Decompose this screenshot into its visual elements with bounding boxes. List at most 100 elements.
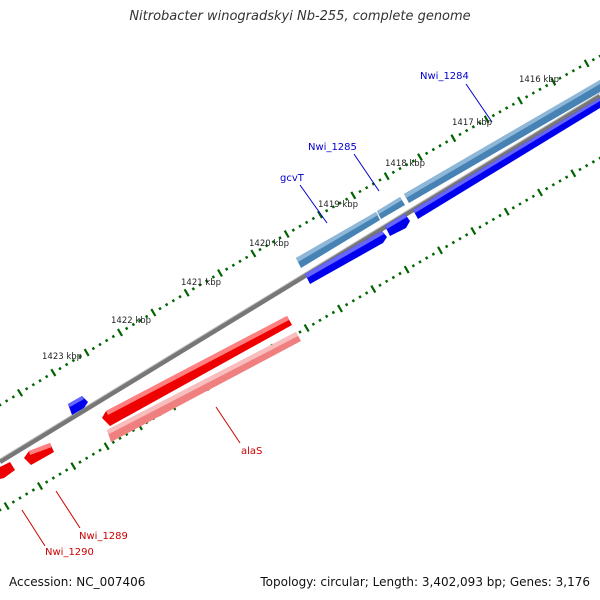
minor-tick <box>538 87 542 92</box>
minor-tick <box>464 233 469 237</box>
minor-tick <box>4 399 9 403</box>
minor-tick <box>31 382 36 387</box>
minor-tick <box>584 163 589 168</box>
minor-tick <box>91 452 96 456</box>
genome-backbone-highlight <box>0 92 600 460</box>
minor-tick <box>58 366 62 371</box>
tick-label: 1416 kbp <box>519 75 559 85</box>
minor-tick <box>411 264 416 268</box>
minor-tick <box>258 247 262 252</box>
major-tick <box>283 230 290 239</box>
minor-tick <box>524 198 529 202</box>
minor-tick <box>384 279 389 284</box>
accession-label: Accession: NC_007406 <box>9 575 146 589</box>
major-tick <box>370 285 377 294</box>
minor-tick <box>131 322 136 327</box>
major-tick <box>103 442 110 451</box>
gene-label-nwi1290[interactable]: Nwi_1290 <box>45 547 94 558</box>
gene-arrow-alaS[interactable] <box>102 316 292 426</box>
minor-tick <box>331 205 336 209</box>
major-tick <box>337 304 343 313</box>
kbp-labels: 1416 kbp 1417 kbp 1418 kbp 1419 kbp 1420… <box>42 75 559 362</box>
minor-tick <box>438 144 442 148</box>
label-leaders <box>21 83 493 547</box>
major-tick <box>250 249 257 258</box>
minor-tick <box>71 358 76 363</box>
map-title: Nitrobacter winogradskyi Nb-255, complet… <box>129 9 471 24</box>
minor-tick <box>478 225 482 229</box>
minor-tick <box>578 167 582 172</box>
minor-tick <box>531 194 536 199</box>
minor-tick <box>244 255 249 260</box>
minor-tick <box>324 314 329 319</box>
minor-tick <box>331 310 336 315</box>
minor-tick <box>164 302 169 307</box>
major-tick <box>450 134 457 143</box>
minor-tick <box>471 125 476 129</box>
gene-label-gcvT[interactable]: gcvT <box>280 173 305 184</box>
minor-tick <box>504 106 509 110</box>
leader-nwi1285 <box>353 153 380 192</box>
gene-label-nwi1285[interactable]: Nwi_1285 <box>308 142 357 153</box>
minor-tick <box>78 460 82 464</box>
minor-tick <box>458 236 462 241</box>
minor-tick <box>564 72 569 77</box>
minor-tick <box>491 113 496 118</box>
gene-arrow-nwi1290[interactable] <box>0 462 15 479</box>
minor-tick <box>118 436 122 441</box>
tick-label: 1423 kbp <box>42 352 82 362</box>
minor-tick <box>478 121 482 125</box>
major-tick <box>217 269 223 278</box>
leader-gcvT <box>299 184 328 224</box>
major-tick <box>350 191 357 200</box>
minor-tick <box>64 468 69 472</box>
major-tick <box>517 96 523 105</box>
gene-label-nwi1289[interactable]: Nwi_1289 <box>79 531 128 542</box>
genome-summary-label: Topology: circular; Length: 3,402,093 bp… <box>260 575 590 589</box>
minor-tick <box>44 480 49 484</box>
minor-tick <box>524 95 529 99</box>
gene-label-alaS[interactable]: alaS <box>241 446 262 457</box>
major-tick <box>303 324 310 333</box>
minor-tick <box>391 170 396 175</box>
minor-tick <box>11 395 16 399</box>
minor-tick <box>44 374 49 379</box>
minor-tick <box>551 183 556 187</box>
major-tick <box>83 348 90 357</box>
minor-tick <box>531 91 536 95</box>
major-tick <box>3 502 10 510</box>
minor-tick <box>98 342 102 347</box>
minor-tick <box>364 291 369 295</box>
tick-label: 1419 kbp <box>318 200 358 210</box>
tick-label: 1417 kbp <box>452 118 492 128</box>
major-tick <box>537 188 543 197</box>
minor-tick <box>291 228 296 232</box>
minor-tick <box>304 220 309 225</box>
major-tick <box>116 328 124 337</box>
minor-tick <box>311 216 316 221</box>
minor-tick <box>224 267 229 271</box>
minor-tick <box>558 76 562 80</box>
minor-tick <box>424 151 429 156</box>
minor-tick <box>424 256 429 260</box>
gene-arrow-nwi1285[interactable] <box>385 214 410 236</box>
forward-gene-track <box>68 98 600 415</box>
gene-label-nwi1284[interactable]: Nwi_1284 <box>420 71 469 82</box>
minor-tick <box>464 128 469 133</box>
minor-tick <box>324 209 329 213</box>
minor-tick <box>31 488 36 492</box>
minor-tick <box>371 182 376 186</box>
gene-arrow-gcvT[interactable] <box>305 231 387 284</box>
gene-bar-nwi1285-light[interactable] <box>377 197 405 219</box>
minor-tick <box>178 294 182 299</box>
leader-nwi1290 <box>21 509 46 547</box>
minor-tick <box>351 299 356 303</box>
major-tick <box>550 77 557 86</box>
minor-tick <box>204 279 209 283</box>
gene-arrow-small-forward[interactable] <box>68 396 88 415</box>
major-tick <box>70 462 77 471</box>
minor-tick <box>491 217 496 222</box>
minor-tick <box>318 318 322 323</box>
minor-tick <box>511 102 516 107</box>
